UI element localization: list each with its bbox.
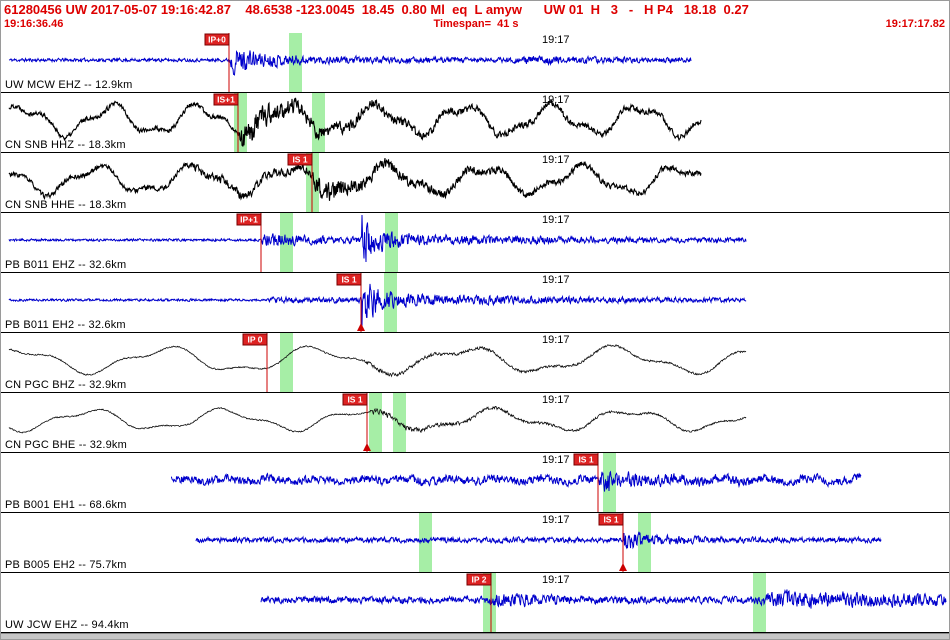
waveform-trace [8,214,747,263]
waveform-plot[interactable]: IP 0 [1,333,950,392]
trace-row: IS 1 19:17 PB B001 EH1 -- 68.6km [1,453,950,513]
pick-flag[interactable] [236,213,262,226]
trace-row: IS 1 19:17 CN PGC BHE -- 32.9km [1,393,950,453]
time-tick-label: 19:17 [542,454,570,466]
waveform-trace [8,97,702,147]
pick-flag[interactable] [573,453,599,466]
trace-row: IP 0 19:17 CN PGC BHZ -- 32.9km [1,333,950,393]
trace-row: IS+1 19:17 CN SNB HHZ -- 18.3km [1,93,950,153]
pick-flag-label: IP+1 [240,215,258,225]
time-tick-label: 19:17 [542,274,570,286]
pick-flag-label: IP 2 [472,575,487,585]
time-tick-label: 19:17 [542,94,570,106]
time-tick-label: 19:17 [542,34,570,46]
highlight-band [289,33,302,92]
pick-flag-label: IS 1 [603,515,618,525]
pick-flag[interactable] [598,513,624,526]
channel-label: PB B011 EHZ -- 32.6km [5,259,127,271]
highlight-band [280,333,293,392]
waveform-plot[interactable]: IS+1 [1,93,950,152]
waveform-trace [8,344,747,378]
time-tick-label: 19:17 [542,154,570,166]
waveform-trace [8,49,692,77]
time-tick-label: 19:17 [542,334,570,346]
time-tick-label: 19:17 [542,574,570,586]
waveform-plot[interactable]: IP 2 [1,573,950,632]
highlight-band [369,393,382,452]
highlight-band [638,513,651,572]
channel-label: UW MCW EHZ -- 12.9km [5,79,133,91]
pick-arrow-icon [619,563,627,571]
window-start-time: 19:16:36.46 [4,18,64,30]
waveform-plot[interactable]: IS 1 [1,273,950,332]
highlight-band [753,573,766,632]
highlight-band [384,273,397,332]
trace-row: IS 1 19:17 PB B011 EH2 -- 32.6km [1,273,950,333]
pick-flag-label: IS 1 [347,395,362,405]
time-tick-label: 19:17 [542,514,570,526]
waveform-plot[interactable]: IP+0 [1,33,950,92]
pick-flag[interactable] [342,393,368,406]
bottom-scrollbar[interactable] [1,633,949,639]
highlight-band [385,213,398,272]
waveform-trace [260,588,947,609]
trace-row: IS 1 19:17 PB B005 EH2 -- 75.7km [1,513,950,573]
waveform-trace [8,283,747,327]
pick-flag[interactable] [204,33,230,46]
pick-flag-label: IS 1 [292,155,307,165]
waveform-plot[interactable]: IS 1 [1,393,950,452]
waveform-plot[interactable]: IS 1 [1,153,950,212]
pick-flag[interactable] [242,333,268,346]
pick-flag-label: IS+1 [217,95,235,105]
trace-row: IP+1 19:17 PB B011 EHZ -- 32.6km [1,213,950,273]
trace-row: IP+0 19:17 UW MCW EHZ -- 12.9km [1,33,950,93]
waveform-trace [8,405,747,434]
waveform-trace [8,158,702,201]
channel-label: CN PGC BHE -- 32.9km [5,439,127,451]
time-tick-label: 19:17 [542,214,570,226]
pick-flag[interactable] [466,573,492,586]
channel-label: CN SNB HHZ -- 18.3km [5,139,126,151]
highlight-band [419,513,432,572]
pick-flag[interactable] [336,273,362,286]
channel-label: CN SNB HHE -- 18.3km [5,199,127,211]
waveform-plot[interactable]: IS 1 [1,513,950,572]
pick-flag-label: IP 0 [248,335,263,345]
pick-flag-label: IP+0 [208,35,226,45]
trace-list: IP+0 19:17 UW MCW EHZ -- 12.9km IS+1 19:17 CN… [1,33,950,633]
waveform-trace [195,531,882,550]
time-tick-label: 19:17 [542,394,570,406]
highlight-band [393,393,406,452]
channel-label: PB B011 EH2 -- 32.6km [5,319,126,331]
trace-row: IP 2 19:17 UW JCW EHZ -- 94.4km [1,573,950,633]
event-summary-header: 61280456 UW 2017-05-07 19:16:42.87 48.65… [4,2,749,17]
waveform-trace [171,470,862,492]
pick-flag-label: IS 1 [578,455,593,465]
channel-label: UW JCW EHZ -- 94.4km [5,619,129,631]
channel-label: CN PGC BHZ -- 32.9km [5,379,127,391]
pick-arrow-icon [357,323,365,331]
waveform-plot[interactable]: IP+1 [1,213,950,272]
waveform-plot[interactable]: IS 1 [1,453,950,512]
pick-flag-label: IS 1 [341,275,356,285]
timespan-label: Timespan= 41 s [433,18,519,30]
channel-label: PB B005 EH2 -- 75.7km [5,559,127,571]
trace-row: IS 1 19:17 CN SNB HHE -- 18.3km [1,153,950,213]
window-end-time: 19:17:17.82 [885,18,945,30]
pick-flag[interactable] [287,153,313,166]
channel-label: PB B001 EH1 -- 68.6km [5,499,127,511]
pick-arrow-icon [363,443,371,451]
pick-flag[interactable] [213,93,239,106]
